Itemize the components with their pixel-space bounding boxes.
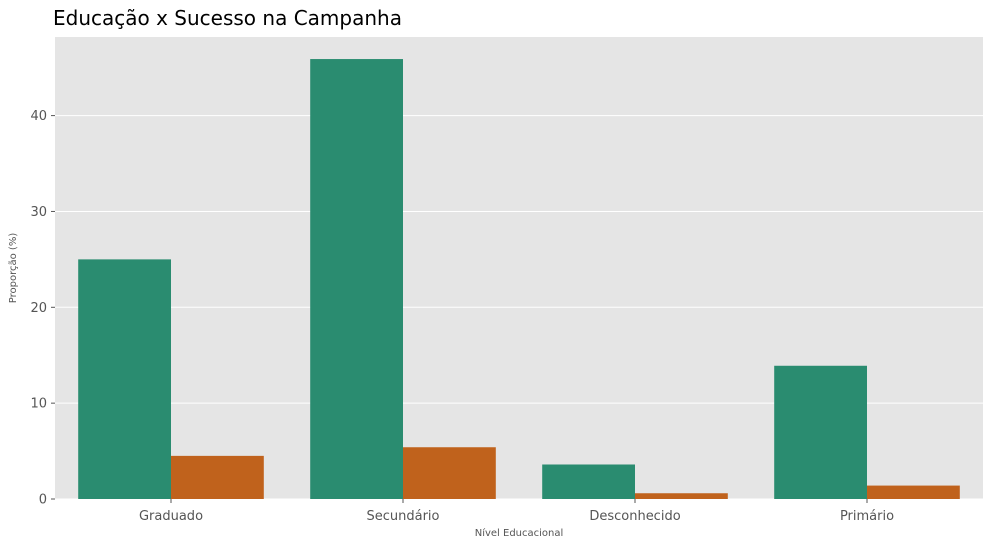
y-tick-label: 40	[30, 109, 47, 124]
x-axis-ticks: Graduado Secundário Desconhecido Primário	[139, 499, 894, 524]
bars	[78, 59, 960, 499]
bar-series-2-2	[635, 493, 728, 499]
chart-title: Educação x Sucesso na Campanha	[53, 6, 402, 30]
bar-series-2-3	[867, 485, 960, 499]
y-tick-label: 10	[30, 397, 47, 412]
y-tick-label: 20	[30, 301, 47, 316]
x-tick-label: Primário	[840, 509, 894, 524]
x-tick-label: Secundário	[366, 509, 439, 524]
y-axis-ticks: 0 10 20 30 40	[30, 109, 55, 508]
bar-series-2-1	[403, 447, 496, 499]
y-axis-label: Proporção (%)	[8, 233, 19, 304]
bar-series-2-0	[171, 455, 264, 499]
bar-series-1-2	[542, 464, 635, 499]
x-axis-label: Nível Educacional	[475, 527, 564, 539]
bar-series-1-1	[310, 59, 403, 499]
x-tick-label: Graduado	[139, 509, 203, 524]
y-tick-label: 0	[39, 493, 47, 508]
y-tick-label: 30	[30, 205, 47, 220]
x-tick-label: Desconhecido	[589, 509, 680, 524]
bar-series-1-3	[774, 365, 867, 499]
bar-series-1-0	[78, 259, 171, 499]
